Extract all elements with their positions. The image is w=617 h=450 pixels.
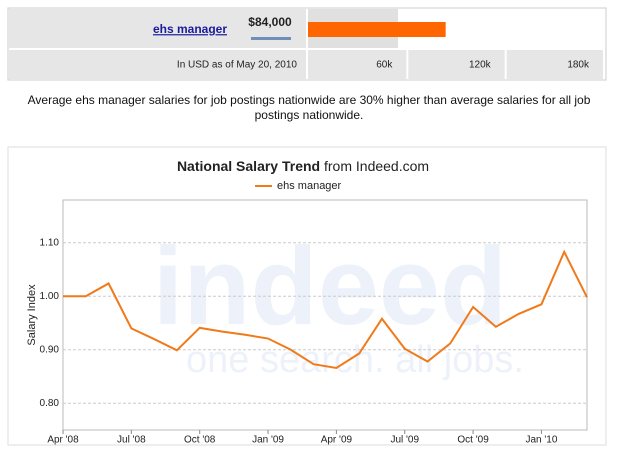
x-tick-label: 120k [469,60,492,71]
title-sub: from Indeed.com [324,158,429,174]
job-link[interactable]: ehs manager [153,22,227,36]
bar [308,22,446,37]
y-tick-label: 1.00 [40,291,60,302]
x-tick-label: Jan '09 [252,435,284,446]
x-tick-label: Apr '09 [321,435,353,446]
x-tick-label: Apr '08 [47,435,79,446]
value-underline [251,37,291,40]
x-tick-label: Jan '10 [525,435,557,446]
watermark: indeed one search. all jobs. [153,225,524,381]
x-tick-label: Jul '08 [117,435,146,446]
y-tick-label: 0.80 [40,398,60,409]
legend-label: ehs manager [277,180,342,192]
value-label: $84,000 [248,15,292,29]
axis-cell [9,50,306,79]
line [63,249,588,370]
y-tick-label: 1.10 [40,237,60,248]
axis-cell [308,50,605,79]
watermark-logo: indeed [153,225,508,348]
title-main: National Salary Trend [177,158,320,174]
summary: Average ehs manager salaries for job pos… [27,93,591,122]
salary-cell [9,9,306,48]
chart-panel [7,146,607,446]
chart-title: National Salary Trend from Indeed.com [177,158,429,174]
x-tick-label: 180k [567,60,590,71]
x-axis-label: In USD as of May 20, 2010 [177,60,298,71]
x-tick-label: 60k [376,60,393,71]
x-tick-label: Jul '09 [390,435,419,446]
x-tick-label: Oct '08 [184,435,216,446]
watermark-tagline: one search. all jobs. [186,339,524,381]
y-tick-label: 0.90 [40,344,60,355]
x-tick-label: Oct '09 [457,435,489,446]
y-axis-label: Salary Index [26,284,38,346]
plot-area [62,199,588,431]
